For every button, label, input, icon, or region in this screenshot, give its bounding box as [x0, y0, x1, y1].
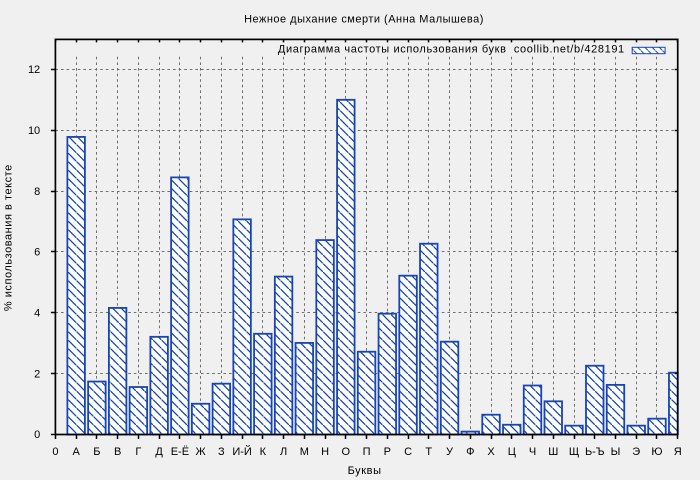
svg-text:Х: Х [487, 446, 495, 458]
svg-text:К: К [260, 446, 267, 458]
svg-text:А: А [72, 446, 80, 458]
svg-text:6: 6 [34, 247, 40, 259]
svg-text:Нежное дыхание смерти (Анна Ма: Нежное дыхание смерти (Анна Малышева) [244, 14, 484, 26]
svg-text:0: 0 [34, 429, 40, 441]
svg-text:Ц: Ц [508, 446, 516, 458]
svg-text:О: О [342, 446, 351, 458]
svg-text:Щ: Щ [569, 446, 579, 458]
svg-text:Л: Л [280, 446, 287, 458]
svg-text:У: У [446, 446, 454, 458]
svg-text:Е-Ё: Е-Ё [171, 446, 189, 458]
svg-text:10: 10 [28, 125, 40, 137]
svg-text:Буквы: Буквы [348, 465, 382, 477]
svg-text:Ж: Ж [196, 446, 206, 458]
svg-text:12: 12 [28, 64, 40, 76]
svg-text:В: В [114, 446, 121, 458]
svg-text:4: 4 [34, 308, 40, 320]
svg-text:Ч: Ч [529, 446, 536, 458]
svg-text:0: 0 [52, 446, 58, 458]
svg-text:Т: Т [425, 446, 432, 458]
svg-text:Н: Н [321, 446, 329, 458]
svg-text:Ф: Ф [466, 446, 474, 458]
svg-text:С: С [404, 446, 412, 458]
svg-text:Д: Д [155, 446, 163, 458]
svg-text:Диаграмма частоты использовани: Диаграмма частоты использования букв coo… [278, 44, 625, 56]
svg-text:Б: Б [93, 446, 100, 458]
svg-text:8: 8 [34, 186, 40, 198]
svg-text:М: М [300, 446, 309, 458]
svg-text:Р: Р [384, 446, 391, 458]
svg-text:Ь-Ъ: Ь-Ъ [585, 446, 605, 458]
svg-text:З: З [218, 446, 225, 458]
svg-text:Ы: Ы [611, 446, 621, 458]
svg-text:Я: Я [674, 446, 682, 458]
svg-text:Г: Г [135, 446, 141, 458]
svg-text:П: П [363, 446, 371, 458]
svg-text:И-Й: И-Й [232, 445, 251, 458]
svg-text:% использования в тексте: % использования в тексте [3, 164, 15, 311]
svg-text:2: 2 [34, 368, 40, 380]
svg-text:Ш: Ш [548, 446, 558, 458]
svg-text:Э: Э [632, 446, 640, 458]
svg-text:Ю: Ю [651, 446, 662, 458]
